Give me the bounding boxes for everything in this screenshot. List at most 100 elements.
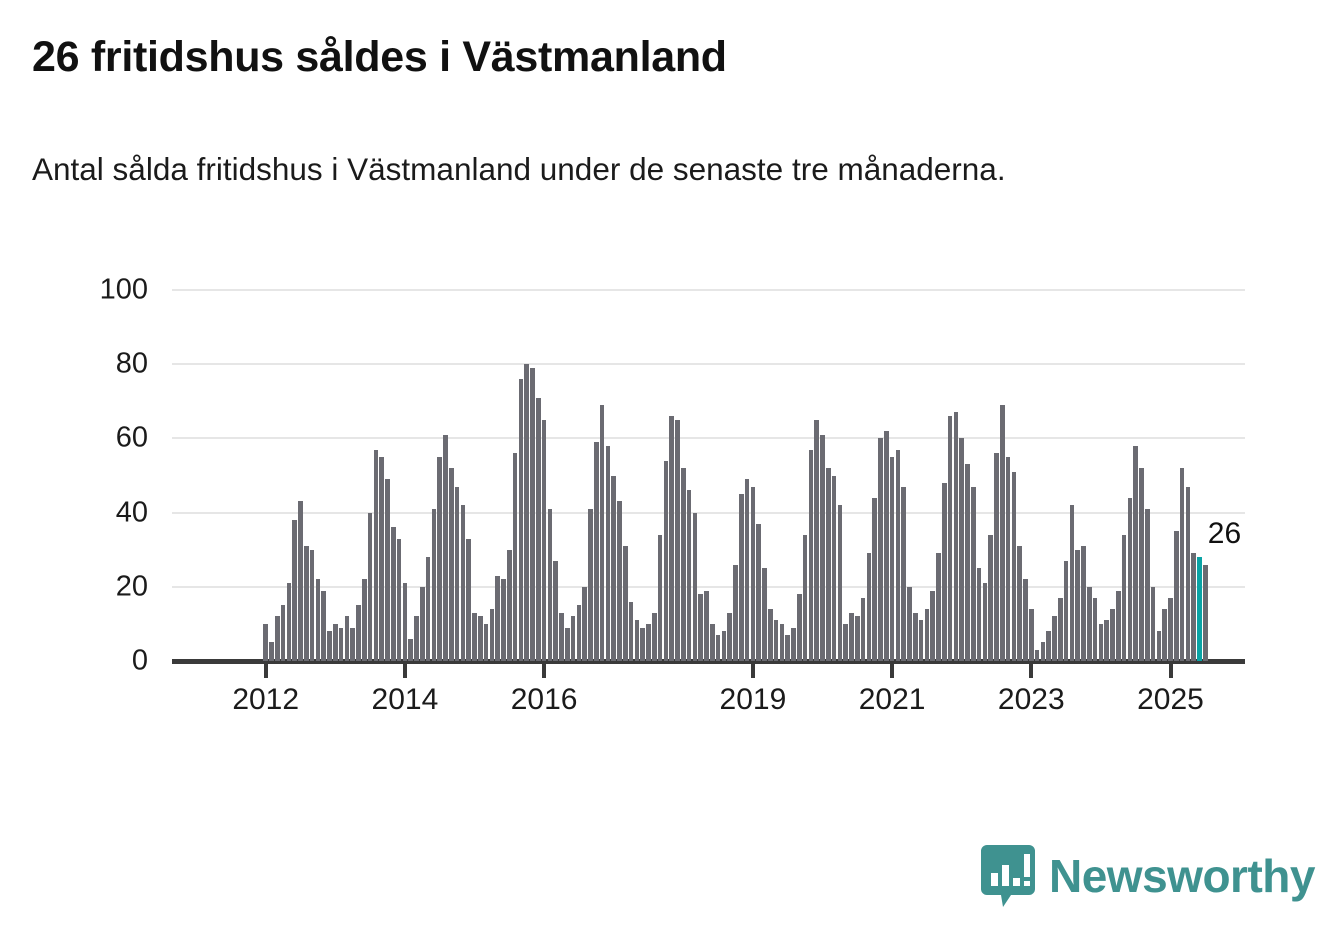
bar bbox=[541, 419, 547, 661]
bar bbox=[791, 627, 796, 661]
bar bbox=[472, 612, 477, 661]
bar bbox=[756, 523, 761, 661]
bar bbox=[286, 583, 292, 661]
bar bbox=[802, 534, 808, 661]
bar bbox=[889, 456, 895, 661]
bar bbox=[1011, 471, 1017, 661]
bar bbox=[449, 468, 454, 661]
bar bbox=[750, 486, 756, 661]
bar bbox=[1168, 597, 1173, 661]
y-axis-tick-label: 100 bbox=[99, 273, 148, 306]
bar bbox=[530, 367, 535, 661]
bar bbox=[1179, 468, 1185, 661]
bar bbox=[831, 475, 837, 661]
bar bbox=[402, 583, 408, 661]
bar bbox=[965, 464, 970, 661]
bar bbox=[1104, 620, 1109, 661]
bar bbox=[1185, 486, 1191, 661]
bar bbox=[367, 512, 373, 661]
bar bbox=[350, 627, 355, 661]
bar bbox=[901, 486, 906, 661]
bar-chart: 0 20 40 60 80 100 2012 2014 2016 2019 2021 2023 202… bbox=[99, 0, 1245, 760]
chart-gridlines bbox=[172, 0, 1245, 760]
bar bbox=[315, 579, 321, 661]
bar bbox=[524, 364, 529, 661]
bar bbox=[1203, 564, 1208, 661]
bar bbox=[779, 623, 785, 661]
y-axis-tick-label: 20 bbox=[115, 570, 148, 603]
bar bbox=[744, 479, 750, 661]
bar bbox=[518, 379, 524, 661]
bar bbox=[849, 612, 854, 661]
bar bbox=[936, 553, 941, 661]
bar bbox=[1000, 405, 1005, 661]
bar bbox=[611, 475, 616, 661]
bar bbox=[918, 620, 924, 661]
bar bbox=[721, 631, 727, 661]
bar bbox=[1098, 623, 1104, 661]
bar bbox=[570, 616, 576, 661]
bar bbox=[408, 638, 413, 661]
bar bbox=[599, 405, 605, 661]
bar bbox=[460, 505, 466, 661]
bar bbox=[872, 497, 877, 661]
bar bbox=[715, 635, 721, 661]
bar bbox=[588, 508, 593, 661]
bar bbox=[269, 642, 274, 661]
x-axis-tick-label: 2016 bbox=[510, 683, 578, 716]
bar bbox=[1145, 508, 1150, 661]
bar bbox=[843, 623, 848, 661]
page-title: 26 fritidshus såldes i Västmanland bbox=[32, 33, 727, 81]
x-axis-tick-label: 2025 bbox=[1137, 683, 1204, 716]
bar bbox=[663, 460, 669, 661]
bar bbox=[947, 416, 953, 661]
bar bbox=[634, 620, 640, 661]
bar bbox=[605, 445, 611, 661]
bar bbox=[385, 479, 390, 661]
bar bbox=[1081, 546, 1086, 661]
bar bbox=[942, 482, 947, 661]
bar bbox=[1174, 531, 1179, 661]
bar bbox=[489, 609, 495, 661]
bar bbox=[785, 635, 790, 661]
bar bbox=[1156, 631, 1162, 661]
bar bbox=[391, 527, 396, 661]
x-axis-tick bbox=[263, 661, 268, 678]
bar bbox=[536, 397, 541, 661]
y-axis-tick-label: 80 bbox=[115, 347, 148, 380]
bar bbox=[565, 627, 570, 661]
brand-name: Newsworthy bbox=[1049, 850, 1315, 902]
bar bbox=[698, 594, 703, 661]
bar bbox=[483, 623, 489, 661]
bar bbox=[814, 419, 819, 661]
gridline bbox=[172, 363, 1245, 366]
bar-series bbox=[172, 290, 1245, 661]
bar bbox=[420, 586, 425, 661]
bar bbox=[443, 434, 448, 661]
x-axis-tick-label: 2023 bbox=[997, 683, 1065, 716]
bar bbox=[762, 568, 767, 661]
bar bbox=[1191, 553, 1196, 661]
bar bbox=[512, 453, 518, 661]
bar bbox=[1162, 609, 1167, 661]
x-axis-tick-label: 2014 bbox=[371, 683, 439, 716]
bar bbox=[681, 468, 686, 661]
bar bbox=[1046, 631, 1051, 661]
bar bbox=[1034, 649, 1040, 661]
bar bbox=[1110, 609, 1115, 661]
bar bbox=[976, 568, 982, 661]
bar bbox=[727, 612, 732, 661]
bar bbox=[547, 508, 553, 661]
x-axis-tick bbox=[1029, 661, 1034, 678]
bar bbox=[1116, 590, 1121, 661]
bar bbox=[773, 620, 779, 661]
bar bbox=[860, 597, 866, 661]
bar bbox=[953, 412, 959, 661]
bar bbox=[895, 449, 901, 661]
bar bbox=[1017, 546, 1022, 661]
x-axis-tick bbox=[402, 661, 407, 678]
bar bbox=[414, 616, 419, 661]
bar bbox=[994, 453, 999, 661]
bar bbox=[988, 534, 993, 661]
bar bbox=[959, 438, 964, 661]
